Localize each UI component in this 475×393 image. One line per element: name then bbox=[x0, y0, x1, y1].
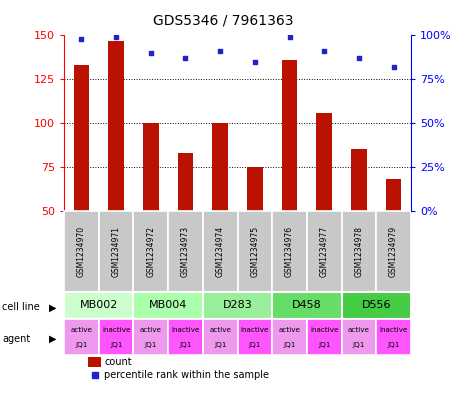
Point bbox=[181, 55, 189, 61]
Text: GSM1234976: GSM1234976 bbox=[285, 226, 294, 277]
Text: active: active bbox=[209, 327, 231, 333]
Bar bbox=[307, 319, 342, 355]
Bar bbox=[178, 153, 193, 299]
Bar bbox=[212, 123, 228, 299]
Text: percentile rank within the sample: percentile rank within the sample bbox=[104, 371, 269, 380]
Text: active: active bbox=[278, 327, 301, 333]
Bar bbox=[247, 167, 263, 299]
Point bbox=[78, 36, 86, 42]
Point bbox=[320, 48, 328, 54]
Bar bbox=[64, 292, 133, 319]
Bar bbox=[99, 211, 133, 292]
Text: JQ1: JQ1 bbox=[352, 342, 365, 348]
Text: GSM1234979: GSM1234979 bbox=[389, 226, 398, 277]
Bar bbox=[342, 319, 376, 355]
Point bbox=[217, 48, 224, 54]
Text: inactive: inactive bbox=[379, 327, 408, 333]
Text: JQ1: JQ1 bbox=[214, 342, 227, 348]
Text: inactive: inactive bbox=[241, 327, 269, 333]
Bar bbox=[272, 211, 307, 292]
Point bbox=[113, 34, 120, 40]
Bar bbox=[316, 112, 332, 299]
Text: JQ1: JQ1 bbox=[179, 342, 192, 348]
Text: D458: D458 bbox=[292, 300, 322, 310]
Text: GSM1234970: GSM1234970 bbox=[77, 226, 86, 277]
Text: D556: D556 bbox=[361, 300, 391, 310]
Bar bbox=[168, 319, 203, 355]
Bar bbox=[203, 211, 238, 292]
Bar bbox=[386, 179, 401, 299]
Text: JQ1: JQ1 bbox=[318, 342, 331, 348]
Text: ▶: ▶ bbox=[48, 302, 56, 312]
Text: JQ1: JQ1 bbox=[75, 342, 88, 348]
Text: GSM1234974: GSM1234974 bbox=[216, 226, 225, 277]
Text: JQ1: JQ1 bbox=[387, 342, 400, 348]
Text: agent: agent bbox=[2, 334, 30, 344]
Text: GSM1234972: GSM1234972 bbox=[146, 226, 155, 277]
Bar bbox=[272, 292, 342, 319]
Point bbox=[286, 34, 294, 40]
Text: D283: D283 bbox=[223, 300, 252, 310]
Text: ▶: ▶ bbox=[48, 334, 56, 344]
Text: GDS5346 / 7961363: GDS5346 / 7961363 bbox=[153, 14, 294, 28]
Text: GSM1234977: GSM1234977 bbox=[320, 226, 329, 277]
Bar bbox=[143, 123, 159, 299]
Bar bbox=[168, 211, 203, 292]
Bar bbox=[238, 211, 272, 292]
Text: cell line: cell line bbox=[2, 302, 40, 312]
Text: MB004: MB004 bbox=[149, 300, 187, 310]
Text: JQ1: JQ1 bbox=[144, 342, 157, 348]
Text: MB002: MB002 bbox=[80, 300, 118, 310]
Text: active: active bbox=[140, 327, 162, 333]
Point bbox=[355, 55, 363, 61]
Text: JQ1: JQ1 bbox=[248, 342, 261, 348]
Bar bbox=[133, 292, 203, 319]
Bar bbox=[133, 211, 168, 292]
Bar bbox=[376, 211, 411, 292]
Bar bbox=[272, 319, 307, 355]
Text: GSM1234973: GSM1234973 bbox=[181, 226, 190, 277]
Text: active: active bbox=[70, 327, 93, 333]
Bar bbox=[99, 319, 133, 355]
Bar bbox=[108, 40, 124, 299]
Text: GSM1234978: GSM1234978 bbox=[354, 226, 363, 277]
Bar bbox=[64, 319, 99, 355]
Text: JQ1: JQ1 bbox=[283, 342, 296, 348]
Text: inactive: inactive bbox=[310, 327, 338, 333]
Text: GSM1234975: GSM1234975 bbox=[250, 226, 259, 277]
Point bbox=[251, 59, 259, 65]
Bar bbox=[88, 357, 101, 367]
Bar bbox=[203, 292, 272, 319]
Bar bbox=[203, 319, 238, 355]
Text: JQ1: JQ1 bbox=[110, 342, 123, 348]
Bar bbox=[133, 319, 168, 355]
Bar bbox=[376, 319, 411, 355]
Bar bbox=[307, 211, 342, 292]
Bar bbox=[64, 211, 99, 292]
Point bbox=[390, 64, 397, 70]
Text: inactive: inactive bbox=[102, 327, 130, 333]
Text: count: count bbox=[104, 357, 132, 367]
Bar bbox=[342, 292, 411, 319]
Bar bbox=[342, 211, 376, 292]
Bar bbox=[74, 65, 89, 299]
Bar bbox=[282, 60, 297, 299]
Bar bbox=[238, 319, 272, 355]
Point bbox=[147, 50, 155, 56]
Text: active: active bbox=[348, 327, 370, 333]
Text: GSM1234971: GSM1234971 bbox=[112, 226, 121, 277]
Bar bbox=[351, 149, 367, 299]
Text: inactive: inactive bbox=[171, 327, 200, 333]
